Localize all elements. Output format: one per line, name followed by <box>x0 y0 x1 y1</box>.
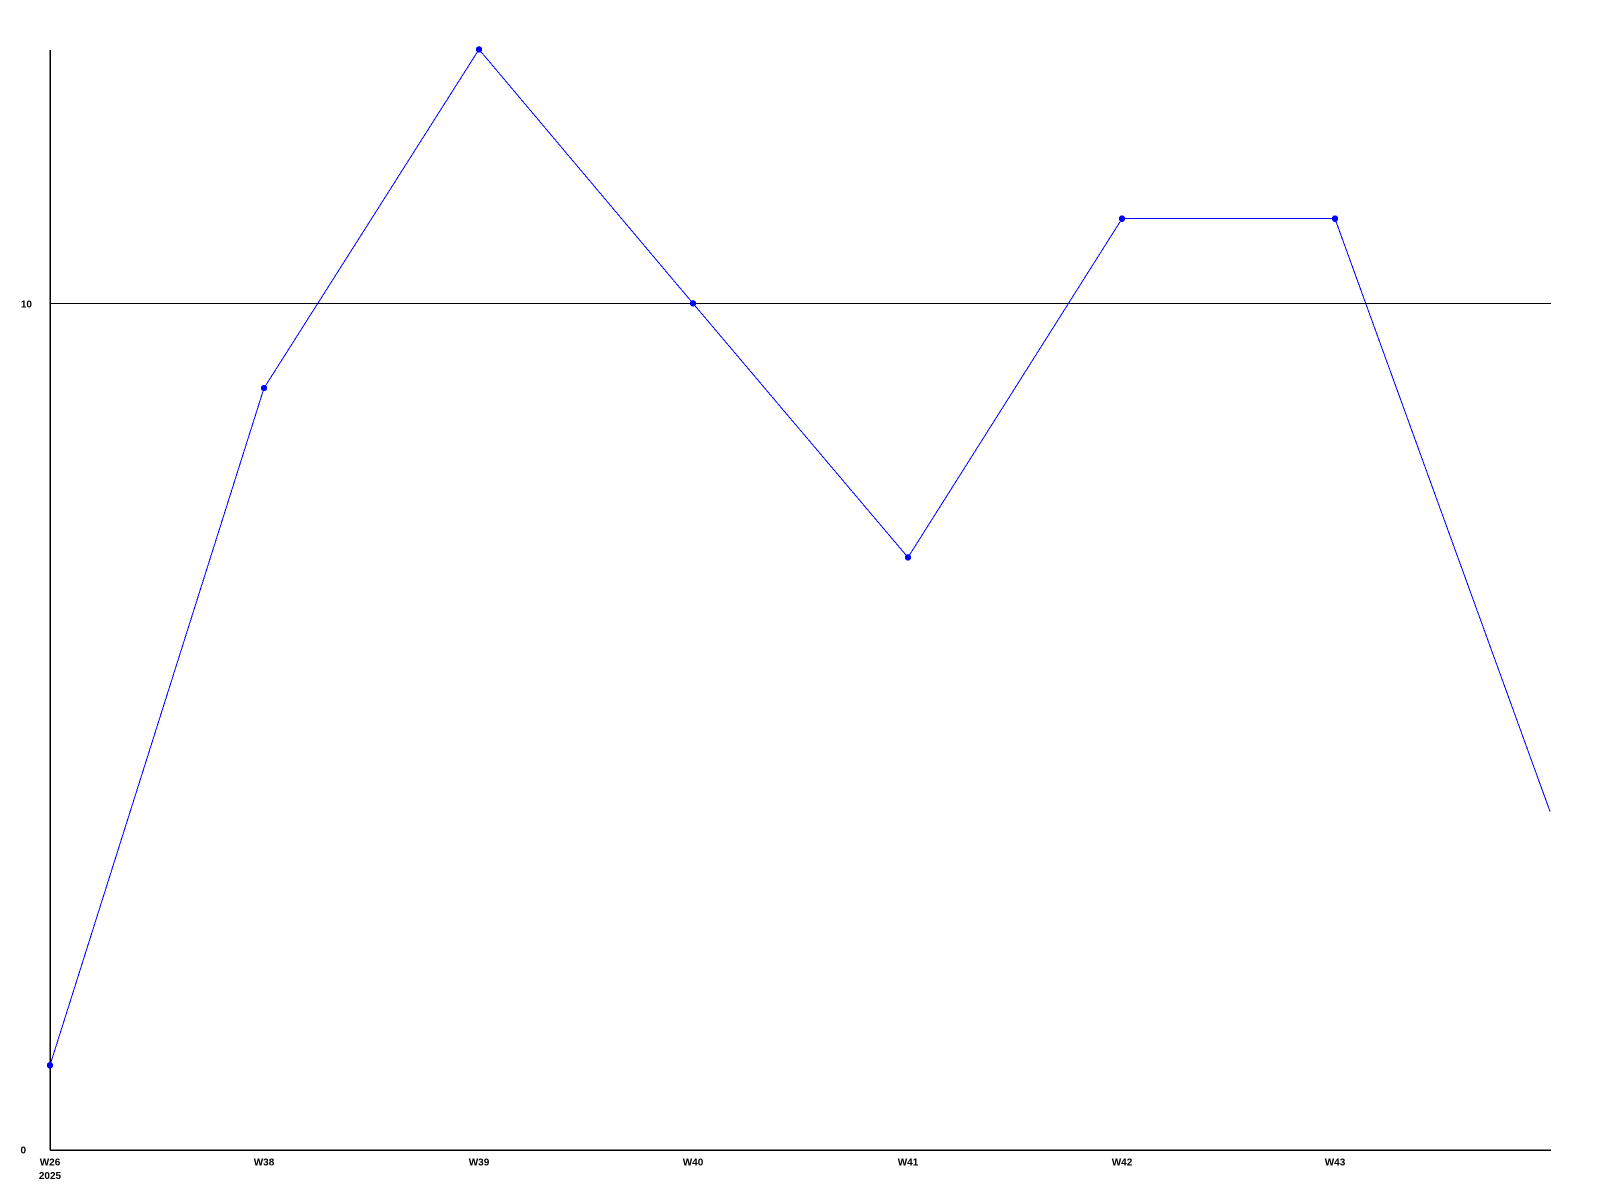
svg-text:10: 10 <box>21 300 33 311</box>
svg-text:W43: W43 <box>1325 1157 1346 1168</box>
svg-text:W39: W39 <box>469 1157 490 1168</box>
svg-text:0: 0 <box>20 1145 26 1156</box>
svg-text:W40: W40 <box>683 1157 704 1168</box>
svg-text:W41: W41 <box>898 1157 919 1168</box>
svg-text:W42: W42 <box>1112 1157 1133 1168</box>
svg-text:2025: 2025 <box>39 1171 62 1182</box>
svg-text:W38: W38 <box>254 1157 275 1168</box>
svg-text:W26: W26 <box>40 1157 61 1168</box>
